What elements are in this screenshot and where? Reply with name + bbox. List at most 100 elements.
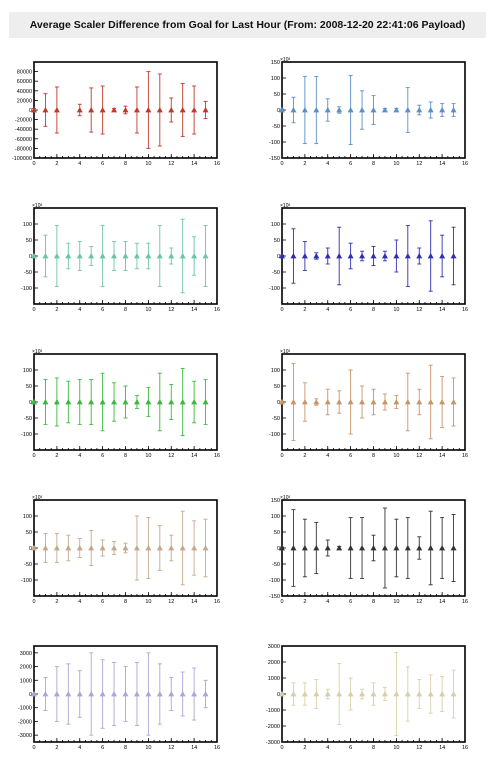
y-tick-label: 150 xyxy=(271,498,280,504)
data-point-marker xyxy=(313,545,320,551)
x-tick-label: 14 xyxy=(439,161,445,167)
x-tick-label: 8 xyxy=(372,745,375,751)
data-point-marker xyxy=(191,107,198,113)
y-exponent-label: ×10³ xyxy=(280,495,290,501)
x-tick-label: 10 xyxy=(393,599,399,605)
y-exponent-label: ×10³ xyxy=(32,203,42,209)
data-point-marker xyxy=(313,399,320,405)
data-point-marker xyxy=(111,253,118,259)
data-point-marker xyxy=(324,399,331,405)
y-tick-label: 50 xyxy=(274,530,280,536)
x-tick-label: 0 xyxy=(280,307,283,313)
x-tick-label: 16 xyxy=(214,161,220,167)
y-tick-label: 50 xyxy=(274,384,280,390)
data-point-marker xyxy=(99,691,106,697)
y-tick-label: -50 xyxy=(272,124,280,130)
data-point-marker xyxy=(347,545,354,551)
data-point-marker xyxy=(76,253,83,259)
y-tick-label: 3000 xyxy=(268,644,280,650)
y-exponent-label: ×10³ xyxy=(280,349,290,355)
data-point-marker xyxy=(111,107,118,113)
x-tick-label: 8 xyxy=(124,453,127,459)
y-tick-label: 100 xyxy=(271,222,280,228)
data-point-marker xyxy=(145,253,152,259)
data-point-marker xyxy=(122,253,129,259)
data-point-marker xyxy=(145,545,152,551)
x-tick-label: 2 xyxy=(55,161,58,167)
x-tick-label: 14 xyxy=(439,307,445,313)
x-tick-label: 6 xyxy=(349,307,352,313)
data-point-marker xyxy=(76,107,83,113)
data-point-marker xyxy=(42,691,49,697)
x-tick-label: 4 xyxy=(326,745,329,751)
x-tick-label: 2 xyxy=(55,745,58,751)
title-box: Average Scaler Difference from Goal for … xyxy=(9,12,486,38)
x-tick-label: 6 xyxy=(101,453,104,459)
y-tick-label: 50 xyxy=(274,238,280,244)
plot-panel-4: 0 2 4 6 8 10 12 14 16 -100 -50 0 50 100 ×10³ xyxy=(269,203,468,313)
y-tick-label: 0 xyxy=(277,108,280,114)
x-tick-label: 2 xyxy=(303,599,306,605)
y-tick-label: -50 xyxy=(24,562,32,568)
data-point-marker xyxy=(202,399,209,405)
data-point-marker xyxy=(76,399,83,405)
data-point-marker xyxy=(336,691,343,697)
x-tick-label: 4 xyxy=(78,599,81,605)
data-point-marker xyxy=(53,545,60,551)
y-tick-label: -50 xyxy=(272,562,280,568)
data-point-marker xyxy=(416,545,423,551)
data-point-marker xyxy=(301,253,308,259)
x-tick-label: 8 xyxy=(372,307,375,313)
x-tick-label: 14 xyxy=(439,745,445,751)
data-point-marker xyxy=(450,399,457,405)
data-point-marker xyxy=(416,253,423,259)
x-tick-label: 12 xyxy=(416,745,422,751)
data-point-marker xyxy=(168,253,175,259)
data-point-marker xyxy=(88,107,95,113)
y-tick-label: 100 xyxy=(23,222,32,228)
data-point-marker xyxy=(313,253,320,259)
x-tick-label: 6 xyxy=(349,453,352,459)
data-point-marker xyxy=(381,399,388,405)
data-point-marker xyxy=(450,691,457,697)
data-point-marker xyxy=(111,545,118,551)
y-tick-label: -60000 xyxy=(15,137,32,143)
y-tick-label: 60000 xyxy=(17,79,32,85)
data-point-marker xyxy=(202,253,209,259)
data-point-marker xyxy=(99,399,106,405)
y-tick-label: -100 xyxy=(269,286,280,292)
data-point-marker xyxy=(202,691,209,697)
x-tick-label: 14 xyxy=(191,453,197,459)
x-tick-label: 12 xyxy=(168,307,174,313)
x-tick-label: 8 xyxy=(124,161,127,167)
data-point-marker xyxy=(53,691,60,697)
y-tick-label: -50 xyxy=(272,416,280,422)
data-point-marker xyxy=(290,399,297,405)
data-point-marker xyxy=(179,107,186,113)
y-tick-label: 80000 xyxy=(17,70,32,76)
data-point-marker xyxy=(324,107,331,113)
y-tick-label: -50 xyxy=(24,270,32,276)
y-tick-label: -100 xyxy=(21,432,32,438)
x-tick-label: 0 xyxy=(280,745,283,751)
data-point-marker xyxy=(88,253,95,259)
x-tick-label: 6 xyxy=(349,161,352,167)
y-tick-label: 3000 xyxy=(20,651,32,657)
x-tick-label: 4 xyxy=(326,599,329,605)
data-point-marker xyxy=(416,107,423,113)
x-tick-label: 6 xyxy=(101,307,104,313)
y-tick-label: -100 xyxy=(21,578,32,584)
y-tick-label: -80000 xyxy=(15,146,32,152)
data-point-marker xyxy=(133,691,140,697)
data-point-marker xyxy=(439,691,446,697)
y-tick-label: -100 xyxy=(21,286,32,292)
plot-panel-2: 0 2 4 6 8 10 12 14 16 -150 -100 -50 0 50 100 150 ×10³ xyxy=(269,57,468,167)
data-point-marker xyxy=(168,107,175,113)
data-point-marker xyxy=(381,545,388,551)
y-tick-label: 50 xyxy=(26,238,32,244)
x-tick-label: 10 xyxy=(393,453,399,459)
data-point-marker xyxy=(370,253,377,259)
plot-panel-5: 0 2 4 6 8 10 12 14 16 -100 -50 0 50 100 ×10³ xyxy=(21,349,220,459)
data-point-marker xyxy=(202,107,209,113)
x-tick-label: 8 xyxy=(124,745,127,751)
